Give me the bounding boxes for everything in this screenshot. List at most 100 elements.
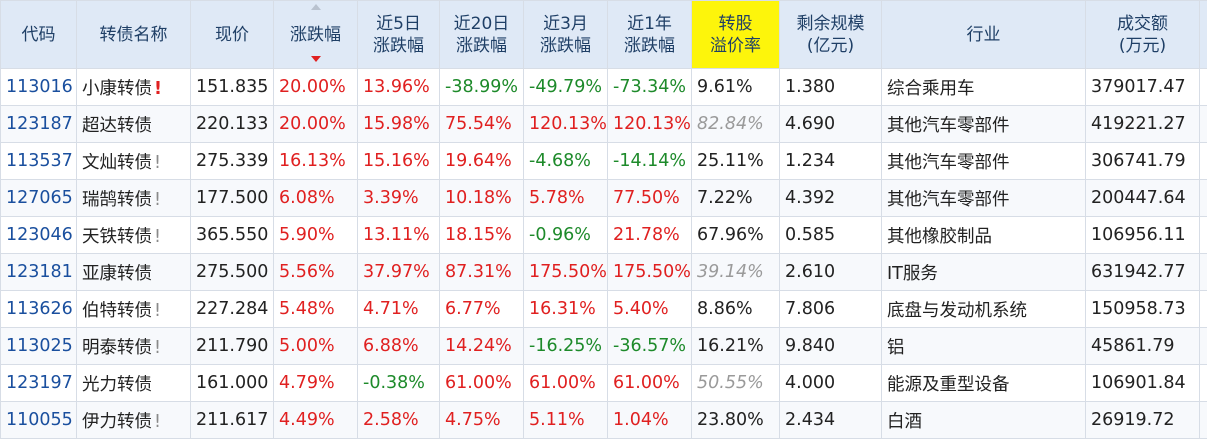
change-1y-cell: 61.00% — [607, 364, 692, 402]
table-row[interactable]: 123181 亚康转债 275.500 5.56% 37.97% 87.31% 175.50… — [0, 253, 1207, 291]
col-header-turnover[interactable]: 成交额 (万元) — [1085, 0, 1200, 69]
col-header-change-3m[interactable]: 近3月 涨跌幅 — [523, 0, 608, 69]
bond-name-cell[interactable]: 明泰转债! — [76, 327, 191, 365]
bond-name-cell[interactable]: 光力转债 — [76, 364, 191, 402]
header-label: (万元) — [1118, 35, 1167, 56]
change-cell: 20.00% — [273, 68, 358, 106]
table-row[interactable]: 123187 超达转债 220.133 20.00% 15.98% 75.54% 120.1… — [0, 105, 1207, 143]
industry-cell: 其他汽车零部件 — [881, 105, 1086, 143]
change-3m-cell: 5.11% — [523, 401, 608, 439]
bond-code-link[interactable]: 110055 — [0, 401, 77, 439]
bond-code-link[interactable]: 113537 — [0, 142, 77, 180]
header-label: 涨跌幅 — [290, 24, 341, 45]
bond-name-cell[interactable]: 小康转债! — [76, 68, 191, 106]
bond-code-link[interactable]: 123181 — [0, 253, 77, 291]
premium-cell: 82.84% — [691, 105, 780, 143]
change-1y-cell: 77.50% — [607, 179, 692, 217]
price-cell: 211.790 — [190, 327, 274, 365]
table-row[interactable]: 110055 伊力转债! 211.617 4.49% 2.58% 4.75% 5.11% 1.… — [0, 401, 1207, 439]
change-5d-cell: 3.39% — [357, 179, 440, 217]
turnover-cell: 200447.64 — [1085, 179, 1200, 217]
overflow-cell — [1199, 105, 1207, 143]
bond-name-cell[interactable]: 天铁转债! — [76, 216, 191, 254]
premium-cell: 16.21% — [691, 327, 780, 365]
change-1y-cell: 1.04% — [607, 401, 692, 439]
col-header-change[interactable]: 涨跌幅 — [273, 0, 358, 69]
bond-code-link[interactable]: 127065 — [0, 179, 77, 217]
change-5d-cell: 2.58% — [357, 401, 440, 439]
change-5d-cell: 15.16% — [357, 142, 440, 180]
industry-cell: 其他橡胶制品 — [881, 216, 1086, 254]
col-header-price[interactable]: 现价 — [190, 0, 274, 69]
col-header-code[interactable]: 代码 — [0, 0, 77, 69]
col-header-remaining-scale[interactable]: 剩余规模 (亿元) — [779, 0, 882, 69]
bond-code-link[interactable]: 123187 — [0, 105, 77, 143]
col-header-change-20d[interactable]: 近20日 涨跌幅 — [439, 0, 524, 69]
bond-name: 伊力转债 — [82, 411, 152, 432]
change-3m-cell: 16.31% — [523, 290, 608, 328]
table-row[interactable]: 127065 瑞鹄转债! 177.500 6.08% 3.39% 10.18% 5.78% 7… — [0, 179, 1207, 217]
col-header-change-5d[interactable]: 近5日 涨跌幅 — [357, 0, 440, 69]
sort-ascending-icon[interactable] — [310, 4, 321, 10]
bond-name-cell[interactable]: 超达转债 — [76, 105, 191, 143]
price-cell: 275.339 — [190, 142, 274, 180]
change-3m-cell: -4.68% — [523, 142, 608, 180]
bond-name-cell[interactable]: 文灿转债! — [76, 142, 191, 180]
bond-code-link[interactable]: 123046 — [0, 216, 77, 254]
table-body: 113016 小康转债! 151.835 20.00% 13.96% -38.99% -49… — [0, 68, 1207, 439]
bond-name: 光力转债 — [82, 374, 152, 395]
change-5d-cell: -0.38% — [357, 364, 440, 402]
table-row[interactable]: 123046 天铁转债! 365.550 5.90% 13.11% 18.15% -0.96… — [0, 216, 1207, 254]
warning-flag-icon: ! — [154, 411, 162, 432]
table-row[interactable]: 123197 光力转债 161.000 4.79% -0.38% 61.00% 61.00%… — [0, 364, 1207, 402]
bond-name-cell[interactable]: 伊力转债! — [76, 401, 191, 439]
industry-cell: 铝 — [881, 327, 1086, 365]
bond-code-link[interactable]: 113626 — [0, 290, 77, 328]
warning-flag-icon: ! — [154, 300, 162, 321]
bond-name: 伯特转债 — [82, 300, 152, 321]
premium-cell: 9.61% — [691, 68, 780, 106]
sort-descending-icon[interactable] — [310, 56, 321, 62]
bond-name-cell[interactable]: 伯特转债! — [76, 290, 191, 328]
col-header-change-1y[interactable]: 近1年 涨跌幅 — [607, 0, 692, 69]
col-header-name[interactable]: 转债名称 — [76, 0, 191, 69]
table-row[interactable]: 113016 小康转债! 151.835 20.00% 13.96% -38.99% -49… — [0, 68, 1207, 106]
table-row[interactable]: 113537 文灿转债! 275.339 16.13% 15.16% 19.64% -4.6… — [0, 142, 1207, 180]
bond-name: 亚康转债 — [82, 263, 152, 284]
bond-code-link[interactable]: 113016 — [0, 68, 77, 106]
industry-cell: 其他汽车零部件 — [881, 142, 1086, 180]
header-label: (亿元) — [806, 35, 855, 56]
bond-code-link[interactable]: 113025 — [0, 327, 77, 365]
change-cell: 4.49% — [273, 401, 358, 439]
change-cell: 4.79% — [273, 364, 358, 402]
price-cell: 161.000 — [190, 364, 274, 402]
change-3m-cell: 120.13% — [523, 105, 608, 143]
premium-cell: 25.11% — [691, 142, 780, 180]
bond-name: 小康转债 — [82, 78, 152, 99]
change-20d-cell: 75.54% — [439, 105, 524, 143]
turnover-cell: 379017.47 — [1085, 68, 1200, 106]
overflow-cell — [1199, 290, 1207, 328]
change-1y-cell: -36.57% — [607, 327, 692, 365]
bond-name-cell[interactable]: 亚康转债 — [76, 253, 191, 291]
bond-name-cell[interactable]: 瑞鹄转债! — [76, 179, 191, 217]
remaining-scale-cell: 2.434 — [779, 401, 882, 439]
premium-cell: 39.14% — [691, 253, 780, 291]
overflow-cell — [1199, 327, 1207, 365]
header-label: 近20日 — [453, 13, 510, 34]
bond-name: 天铁转债 — [82, 226, 152, 247]
change-3m-cell: 175.50% — [523, 253, 608, 291]
col-header-industry[interactable]: 行业 — [881, 0, 1086, 69]
col-header-premium[interactable]: 转股 溢价率 — [691, 0, 780, 69]
turnover-cell: 26919.72 — [1085, 401, 1200, 439]
premium-cell: 23.80% — [691, 401, 780, 439]
table-row[interactable]: 113025 明泰转债! 211.790 5.00% 6.88% 14.24% -16.25… — [0, 327, 1207, 365]
bond-code-link[interactable]: 123197 — [0, 364, 77, 402]
overflow-cell — [1199, 364, 1207, 402]
header-label: 成交额 — [1117, 13, 1168, 34]
change-cell: 6.08% — [273, 179, 358, 217]
table-row[interactable]: 113626 伯特转债! 227.284 5.48% 4.71% 6.77% 16.31% 5… — [0, 290, 1207, 328]
premium-cell: 67.96% — [691, 216, 780, 254]
change-5d-cell: 6.88% — [357, 327, 440, 365]
